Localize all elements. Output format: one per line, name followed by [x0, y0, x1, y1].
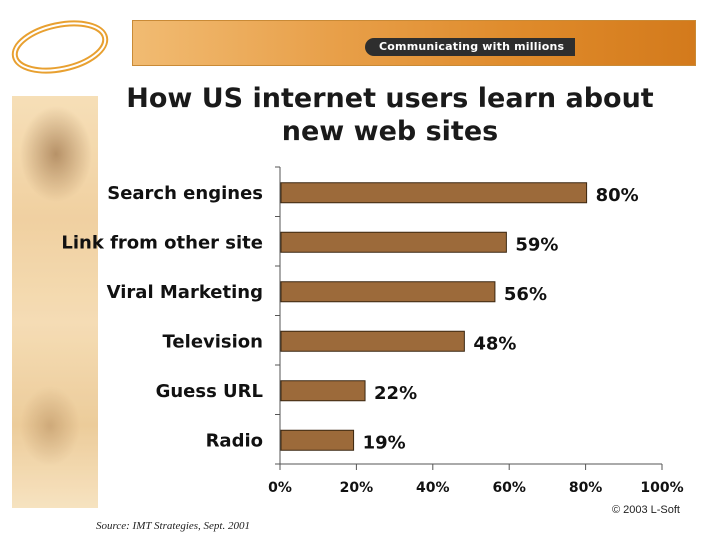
- category-label: Television: [163, 331, 263, 352]
- category-label: Search engines: [107, 183, 263, 204]
- x-tick-label: 40%: [416, 480, 450, 496]
- category-label: Link from other site: [61, 232, 263, 253]
- banner-tagline: Communicating with millions: [379, 40, 565, 53]
- chart-title-line-2: new web sites: [281, 116, 499, 147]
- x-tick-label: 20%: [340, 480, 374, 496]
- category-label: Viral Marketing: [107, 282, 263, 303]
- source-note: Source: IMT Strategies, Sept. 2001: [96, 520, 250, 532]
- chart-title: How US internet users learn about new we…: [90, 82, 690, 148]
- category-label: Guess URL: [156, 381, 263, 402]
- bar: [280, 429, 355, 451]
- banner-strip: [365, 38, 575, 56]
- bar: [280, 231, 507, 253]
- value-label: 56%: [504, 284, 547, 305]
- chart-title-line-1: How US internet users learn about: [126, 83, 654, 114]
- bar: [280, 281, 496, 303]
- value-label: 59%: [515, 234, 558, 255]
- bar: [280, 380, 366, 402]
- copyright-notice: © 2003 L-Soft: [611, 504, 680, 516]
- value-label: 22%: [374, 383, 417, 404]
- category-label: Radio: [206, 430, 263, 451]
- header-banner: Communicating with millions: [132, 20, 696, 66]
- bar: [280, 182, 588, 204]
- value-label: 19%: [363, 432, 406, 453]
- x-tick-label: 100%: [640, 480, 683, 496]
- x-tick-label: 80%: [569, 480, 603, 496]
- value-label: 48%: [473, 333, 516, 354]
- decorative-photo-strip: [12, 96, 98, 508]
- lsoft-logo: [8, 18, 112, 76]
- bar: [280, 330, 465, 352]
- lsoft-logo-graphic: [11, 20, 109, 74]
- x-tick-label: 0%: [268, 480, 292, 496]
- value-label: 80%: [596, 185, 639, 206]
- x-tick-label: 60%: [492, 480, 526, 496]
